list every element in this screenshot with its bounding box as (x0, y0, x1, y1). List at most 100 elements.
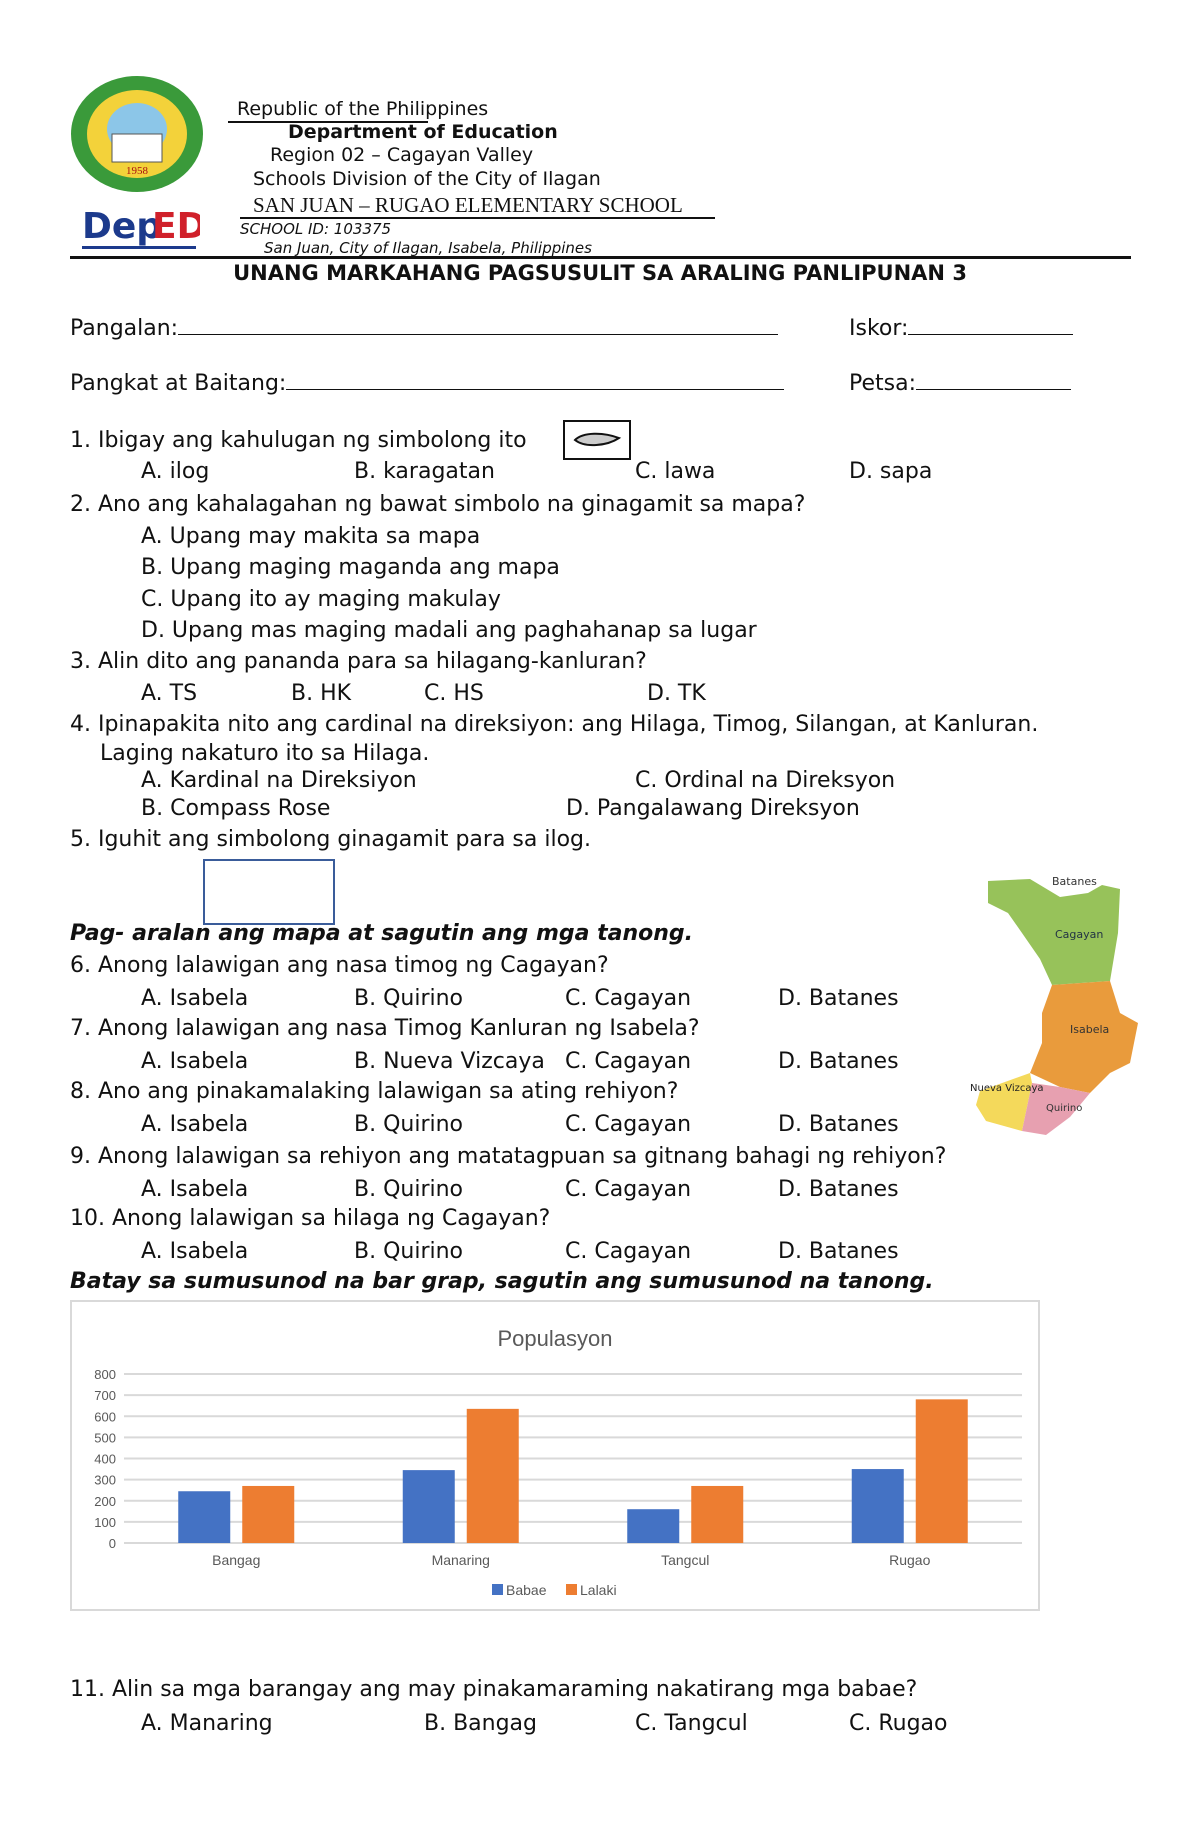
question-1: 1. Ibigay ang kahulugan ng simbolong ito (70, 428, 527, 453)
river-symbol-icon (563, 420, 631, 460)
exam-title: UNANG MARKAHANG PAGSUSULIT SA ARALING PA… (233, 261, 967, 285)
legend-swatch-babae (492, 1584, 503, 1595)
q4-option-a[interactable]: A. Kardinal na Direksiyon (141, 768, 417, 793)
question-6: 6. Anong lalawigan ang nasa timog ng Cag… (70, 953, 609, 978)
q11-option-b[interactable]: B. Bangag (424, 1711, 538, 1736)
q8-option-c[interactable]: C. Cagayan (565, 1112, 692, 1137)
score-label: Iskor: (849, 316, 909, 341)
question-5: 5. Iguhit ang simbolong ginagamit para s… (70, 827, 591, 852)
section-label: Pangkat at Baitang: (70, 371, 287, 396)
school-name: SAN JUAN – RUGAO ELEMENTARY SCHOOL (253, 193, 683, 217)
question-2: 2. Ano ang kahalagahan ng bawat simbolo … (70, 492, 806, 517)
score-field[interactable]: Iskor: (849, 314, 1074, 342)
question-10: 10. Anong lalawigan sa hilaga ng Cagayan… (70, 1206, 551, 1231)
y-tick-label: 300 (94, 1473, 116, 1488)
question-11: 11. Alin sa mga barangay ang may pinakam… (70, 1677, 918, 1702)
map-instruction: Pag- aralan ang mapa at sagutin ang mga … (70, 921, 694, 946)
map-label-quirino: Quirino (1046, 1103, 1082, 1114)
q10-option-d[interactable]: D. Batanes (778, 1239, 899, 1264)
bar-babae-rugao (851, 1469, 904, 1543)
q10-option-b[interactable]: B. Quirino (354, 1239, 464, 1264)
legend-swatch-lalaki (566, 1584, 577, 1595)
name-field[interactable]: Pangalan: (70, 314, 779, 342)
q11-option-d[interactable]: C. Rugao (849, 1711, 948, 1736)
q2-option-c[interactable]: C. Upang ito ay maging makulay (141, 587, 501, 612)
q7-option-c[interactable]: C. Cagayan (565, 1049, 692, 1074)
deped-logo: Dep ED (82, 206, 200, 249)
chart-instruction: Batay sa sumusunod na bar grap, sagutin … (70, 1269, 934, 1294)
q7-option-d[interactable]: D. Batanes (778, 1049, 899, 1074)
q7-option-a[interactable]: A. Isabela (141, 1049, 249, 1074)
name-label: Pangalan: (70, 316, 179, 341)
legend-label-babae: Babae (506, 1582, 547, 1598)
y-tick-label: 100 (94, 1515, 116, 1530)
q3-option-d[interactable]: D. TK (647, 681, 706, 706)
x-tick-label: Bangag (212, 1552, 260, 1568)
q2-option-a[interactable]: A. Upang may makita sa mapa (141, 524, 481, 549)
division-text: Schools Division of the City of Ilagan (253, 168, 601, 190)
q4-option-b[interactable]: B. Compass Rose (141, 796, 331, 821)
legend-label-lalaki: Lalaki (580, 1582, 617, 1598)
x-tick-label: Tangcul (661, 1552, 709, 1568)
y-tick-label: 700 (94, 1388, 116, 1403)
map-label-nueva-vizcaya: Nueva Vizcaya (970, 1083, 1044, 1094)
q8-option-b[interactable]: B. Quirino (354, 1112, 464, 1137)
y-tick-label: 600 (94, 1409, 116, 1424)
question-4: 4. Ipinapakita nito ang cardinal na dire… (70, 712, 1039, 737)
q2-option-b[interactable]: B. Upang maging maganda ang mapa (141, 555, 560, 580)
svg-text:1958: 1958 (126, 165, 149, 177)
q11-option-c[interactable]: C. Tangcul (635, 1711, 748, 1736)
chart-frame: Populasyon 0 100 200 300 400 500 600 700 800 Banga… (70, 1300, 1040, 1611)
q1-option-a[interactable]: A. ilog (141, 459, 210, 484)
y-tick-label: 200 (94, 1494, 116, 1509)
q6-option-c[interactable]: C. Cagayan (565, 986, 692, 1011)
q10-option-c[interactable]: C. Cagayan (565, 1239, 692, 1264)
q7-option-b[interactable]: B. Nueva Vizcaya (354, 1049, 545, 1074)
q9-option-c[interactable]: C. Cagayan (565, 1177, 692, 1202)
q1-option-b[interactable]: B. karagatan (354, 459, 495, 484)
q9-option-d[interactable]: D. Batanes (778, 1177, 899, 1202)
q9-option-a[interactable]: A. Isabela (141, 1177, 249, 1202)
y-tick-label: 800 (94, 1367, 116, 1382)
map-label-batanes: Batanes (1052, 875, 1097, 888)
x-tick-label: Manaring (432, 1552, 490, 1568)
q10-option-a[interactable]: A. Isabela (141, 1239, 249, 1264)
q8-option-a[interactable]: A. Isabela (141, 1112, 249, 1137)
y-tick-label: 500 (94, 1430, 116, 1445)
question-7: 7. Anong lalawigan ang nasa Timog Kanlur… (70, 1016, 700, 1041)
bar-babae-bangag (178, 1491, 231, 1543)
department-text: Department of Education (288, 121, 558, 143)
svg-text:ED: ED (152, 206, 200, 247)
bar-babae-tangcul (627, 1509, 680, 1543)
q4-option-d[interactable]: D. Pangalawang Direksyon (566, 796, 860, 821)
q9-option-b[interactable]: B. Quirino (354, 1177, 464, 1202)
q3-option-b[interactable]: B. HK (291, 681, 352, 706)
q6-option-b[interactable]: B. Quirino (354, 986, 464, 1011)
x-tick-label: Rugao (889, 1552, 930, 1568)
school-seal-logo: 1958 (71, 76, 203, 192)
region-text: Region 02 – Cagayan Valley (270, 144, 534, 166)
q2-option-d[interactable]: D. Upang mas maging madali ang paghahana… (141, 618, 757, 643)
q3-option-a[interactable]: A. TS (141, 681, 198, 706)
q3-option-c[interactable]: C. HS (424, 681, 484, 706)
header-underline (228, 121, 428, 123)
section-field[interactable]: Pangkat at Baitang: (70, 369, 785, 397)
q4-option-c[interactable]: C. Ordinal na Direksyon (635, 768, 896, 793)
region-map: Batanes Cagayan Isabela Nueva Vizcaya Qu… (970, 875, 1138, 1135)
chart-title: Populasyon (498, 1326, 613, 1351)
drawing-box[interactable] (203, 859, 335, 925)
school-address: San Juan, City of Ilagan, Isabela, Phili… (264, 239, 592, 257)
q6-option-a[interactable]: A. Isabela (141, 986, 249, 1011)
bar-lalaki-tangcul (691, 1485, 744, 1543)
population-bar-chart: Populasyon 0 100 200 300 400 500 600 700 800 Banga… (94, 1326, 1022, 1598)
q1-option-c[interactable]: C. lawa (635, 459, 716, 484)
question-3: 3. Alin dito ang pananda para sa hilagan… (70, 649, 647, 674)
q11-option-a[interactable]: A. Manaring (141, 1711, 273, 1736)
q8-option-d[interactable]: D. Batanes (778, 1112, 899, 1137)
y-tick-label: 0 (109, 1536, 116, 1551)
date-field[interactable]: Petsa: (849, 369, 1071, 397)
q6-option-d[interactable]: D. Batanes (778, 986, 899, 1011)
school-underline (240, 217, 715, 219)
q1-option-d[interactable]: D. sapa (849, 459, 933, 484)
